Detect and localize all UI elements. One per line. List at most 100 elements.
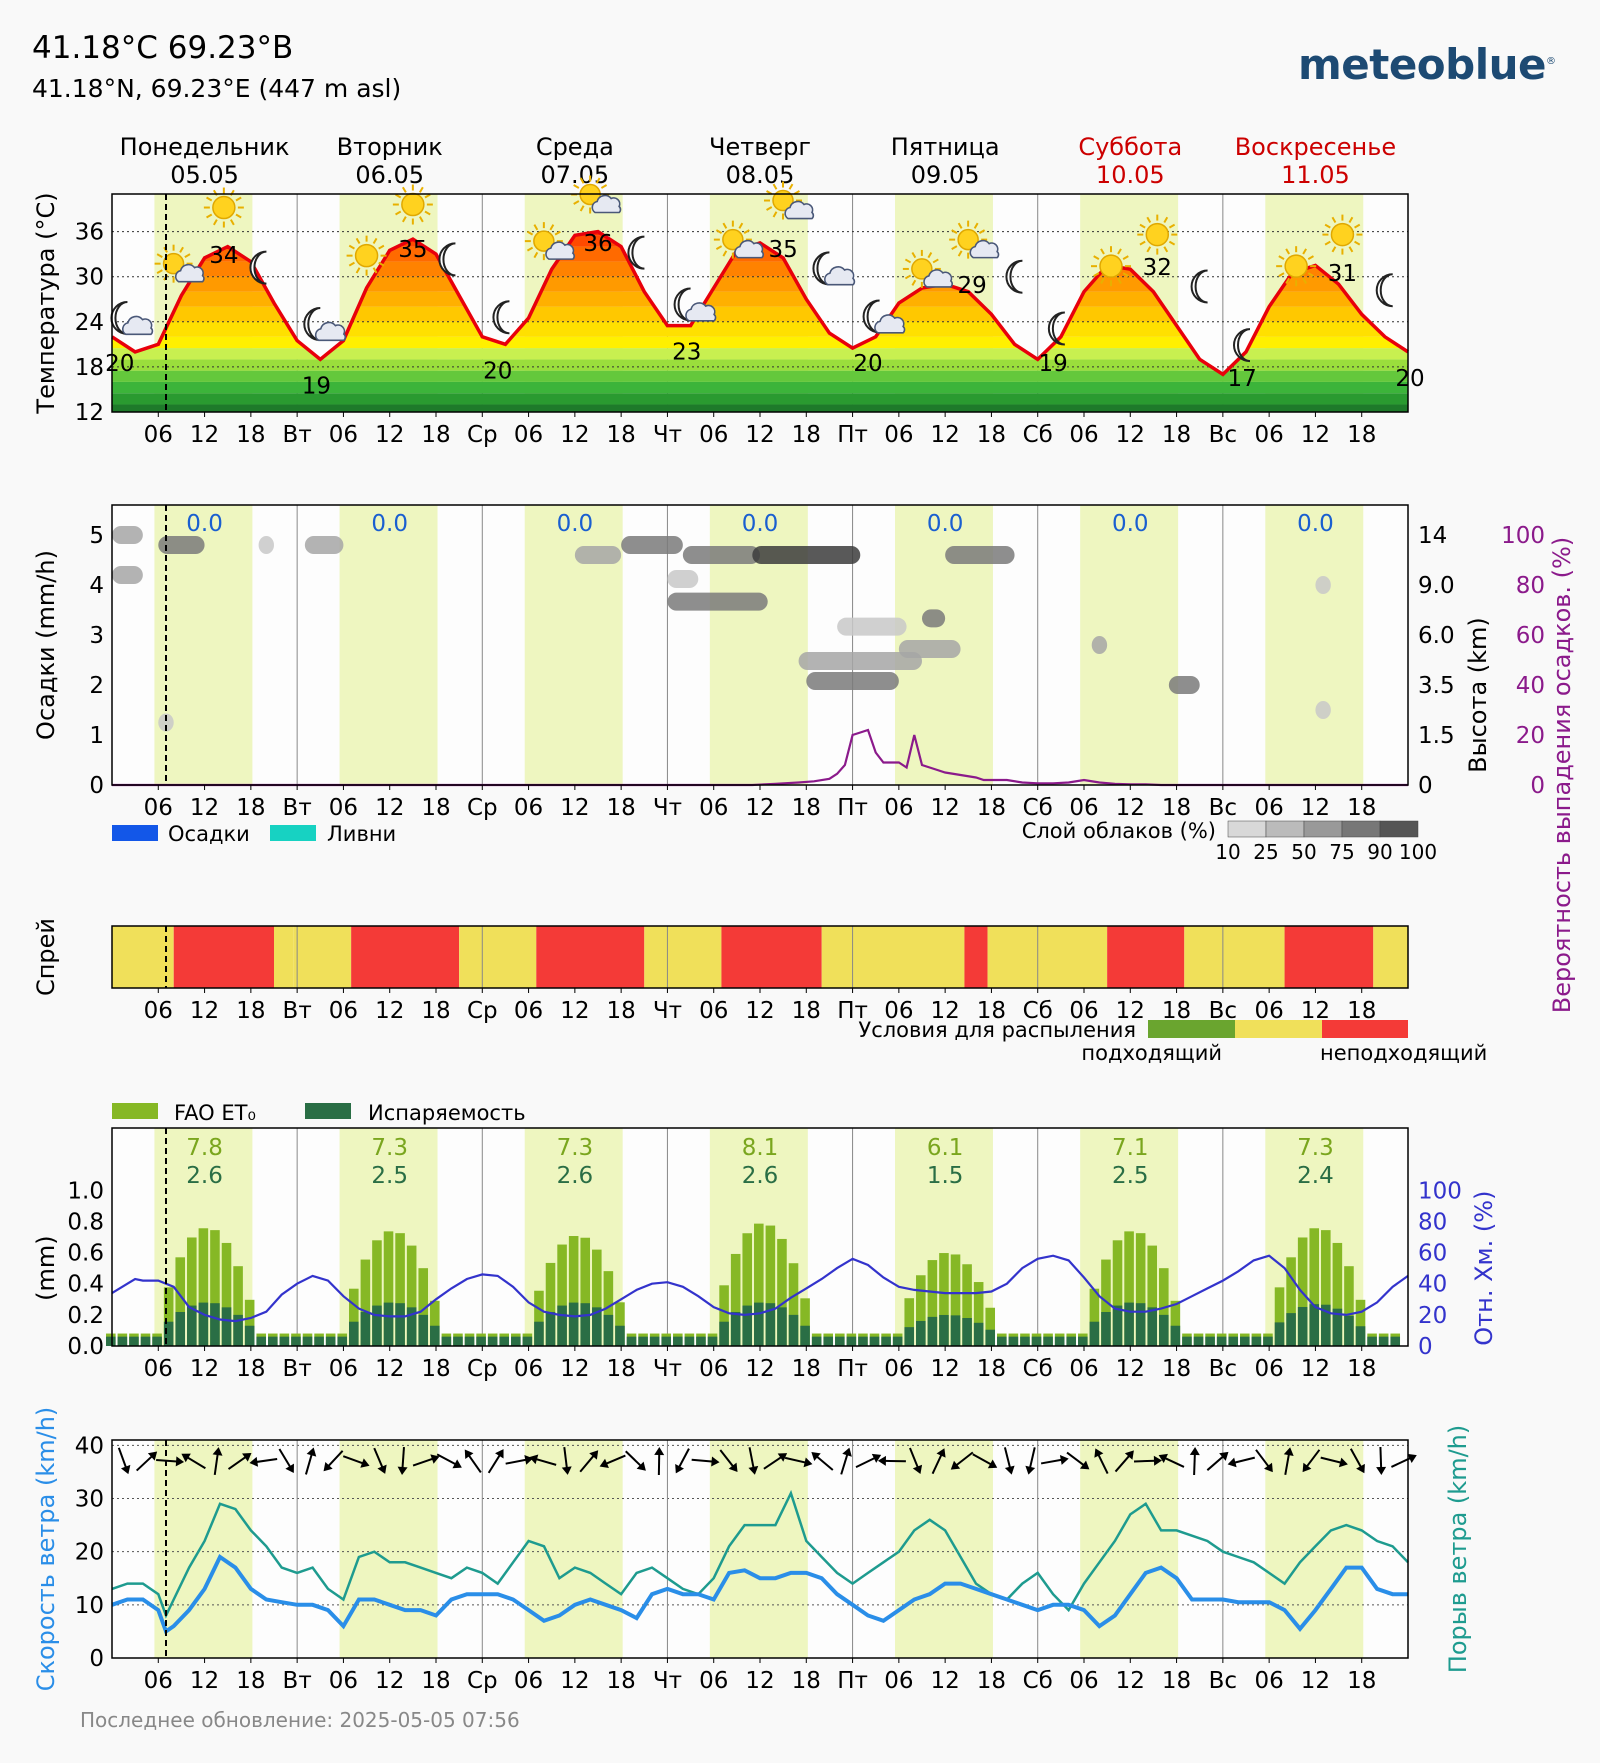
humidity-y-label: Отн. Хм. (%) [1470, 1191, 1498, 1346]
evap-bar [1367, 1336, 1377, 1346]
temperature-min-label: 20 [853, 351, 882, 377]
sun-disc [533, 230, 555, 252]
sun-ray [533, 251, 539, 259]
x-tick-label: 12 [1301, 422, 1330, 448]
sun-cloud-icon [902, 249, 953, 288]
cloud-icon [685, 302, 717, 322]
cloud-icon [874, 314, 906, 334]
cloud-layer [667, 570, 699, 588]
cloud-layer [945, 546, 1015, 564]
evap-y-tick: 1.0 [67, 1178, 104, 1204]
wind-direction-arrow [784, 1456, 813, 1468]
x-tick-label: 18 [421, 1668, 450, 1694]
spray-segment-bad [1107, 926, 1185, 988]
x-tick-label: 12 [375, 1356, 404, 1382]
x-tick-label: 12 [560, 1356, 589, 1382]
sun-icon [392, 184, 433, 225]
wind-direction-arrow [505, 1454, 534, 1465]
x-tick-label: 12 [745, 422, 774, 448]
x-tick-label: Сб [1023, 1668, 1053, 1694]
arrow-head [242, 1452, 252, 1462]
cloud-layer [1091, 636, 1108, 654]
evap-bar [1124, 1302, 1134, 1346]
cloud-legend-tick: 25 [1253, 840, 1278, 864]
sun-ray [1146, 246, 1152, 253]
sun-ray [600, 184, 608, 189]
wind-direction-arrow [1227, 1456, 1256, 1468]
day-name: Среда [536, 133, 614, 161]
wind-direction-arrow [840, 1447, 852, 1475]
sun-icon [1322, 214, 1363, 255]
wind-axis: 06 12 18 Вт 06 12 18 Ср 06 12 18 Чт 06 12 18 Пт 06 12 18 Сб… [111, 1439, 1409, 1694]
cloud-icon [824, 266, 856, 286]
evap-bar [1228, 1336, 1239, 1346]
daily-fao-total: 7.3 [1297, 1135, 1334, 1161]
evap-bar [696, 1336, 706, 1346]
sun-ray [401, 216, 407, 223]
wind-y-tick: 20 [75, 1540, 104, 1566]
sun-ray [1168, 240, 1176, 246]
x-tick-label: 12 [1116, 795, 1145, 821]
x-tick-label: 18 [236, 422, 265, 448]
sun-ray [788, 183, 794, 190]
sun-ray [549, 224, 555, 231]
sun-ray [554, 230, 561, 236]
wind-direction-arrow [373, 1447, 387, 1474]
temperature-y-label: Температура (°C) [32, 192, 60, 414]
fao-bar [742, 1233, 753, 1346]
wind-direction-arrow [1040, 1455, 1069, 1465]
x-tick-label: Вт [283, 422, 312, 448]
fao-bar [1147, 1245, 1158, 1346]
x-tick-label: 12 [560, 998, 589, 1024]
evap-bar [325, 1336, 336, 1346]
gust-y-label: Порыв ветра (km/h) [1444, 1425, 1472, 1673]
wind-direction-arrow [1003, 1447, 1015, 1475]
x-tick-label: Пт [837, 998, 868, 1024]
cloud-icon [784, 200, 815, 220]
evap-y-tick: 0.4 [67, 1272, 104, 1298]
evap-bar [395, 1303, 405, 1346]
x-tick-label: 06 [699, 795, 728, 821]
fao-bar [580, 1237, 591, 1346]
sun-ray [722, 250, 728, 257]
cloud-icon [591, 194, 622, 214]
cloud-layer [112, 526, 143, 544]
wind-direction-arrow [561, 1446, 572, 1475]
sun-icon [1091, 246, 1131, 287]
wind-direction-arrow [249, 1456, 278, 1467]
sun-ray [1093, 255, 1100, 261]
cloud-legend-swatch [1227, 820, 1267, 838]
sun-cloud-icon [713, 220, 764, 259]
temperature-band [112, 348, 1408, 360]
sun-ray [772, 183, 778, 190]
x-tick-label: 06 [514, 422, 543, 448]
arrow-head [950, 1460, 961, 1470]
x-tick-label: 12 [560, 795, 589, 821]
temperature-band [112, 393, 1408, 405]
sun-icon [392, 184, 433, 225]
meteoblue-logo[interactable]: meteoblue® [1298, 40, 1556, 89]
temperature-y-tick: 12 [75, 400, 104, 426]
evap-bar [441, 1336, 452, 1346]
evap-bar [777, 1307, 787, 1346]
temperature-max-label: 35 [769, 237, 798, 263]
evap-bar [1205, 1336, 1215, 1346]
x-tick-label: 12 [745, 1668, 774, 1694]
evap-bar [499, 1336, 510, 1346]
spray-legend-bad-label: неподходящий [1320, 1041, 1487, 1065]
sun-disc [212, 195, 236, 220]
probability-tick: 60 [1516, 623, 1545, 649]
evap-bar [846, 1336, 857, 1346]
fao-bar [406, 1245, 417, 1346]
x-tick-label: 12 [560, 422, 589, 448]
spray-segment-mid [1184, 926, 1223, 988]
daily-evap-total: 2.6 [186, 1163, 223, 1189]
evap-bar [1309, 1304, 1320, 1346]
precip-legend-swatch [112, 825, 158, 841]
evap-bar [140, 1336, 151, 1346]
temperature-band [112, 404, 1408, 412]
fao-bar [719, 1285, 729, 1346]
logo-text: meteoblue [1298, 40, 1547, 89]
arrow-head [430, 1454, 440, 1464]
x-tick-label: 18 [607, 1356, 636, 1382]
